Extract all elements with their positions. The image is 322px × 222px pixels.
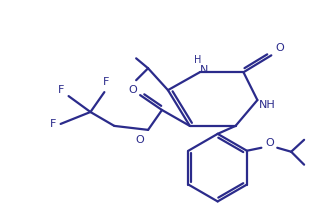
Text: F: F [103,77,109,87]
Text: F: F [50,119,56,129]
Text: H: H [194,55,202,65]
Text: O: O [275,43,284,54]
Text: O: O [136,135,145,145]
Text: N: N [200,65,208,75]
Text: O: O [265,138,274,148]
Text: O: O [129,85,137,95]
Text: NH: NH [259,100,276,110]
Text: F: F [57,85,64,95]
